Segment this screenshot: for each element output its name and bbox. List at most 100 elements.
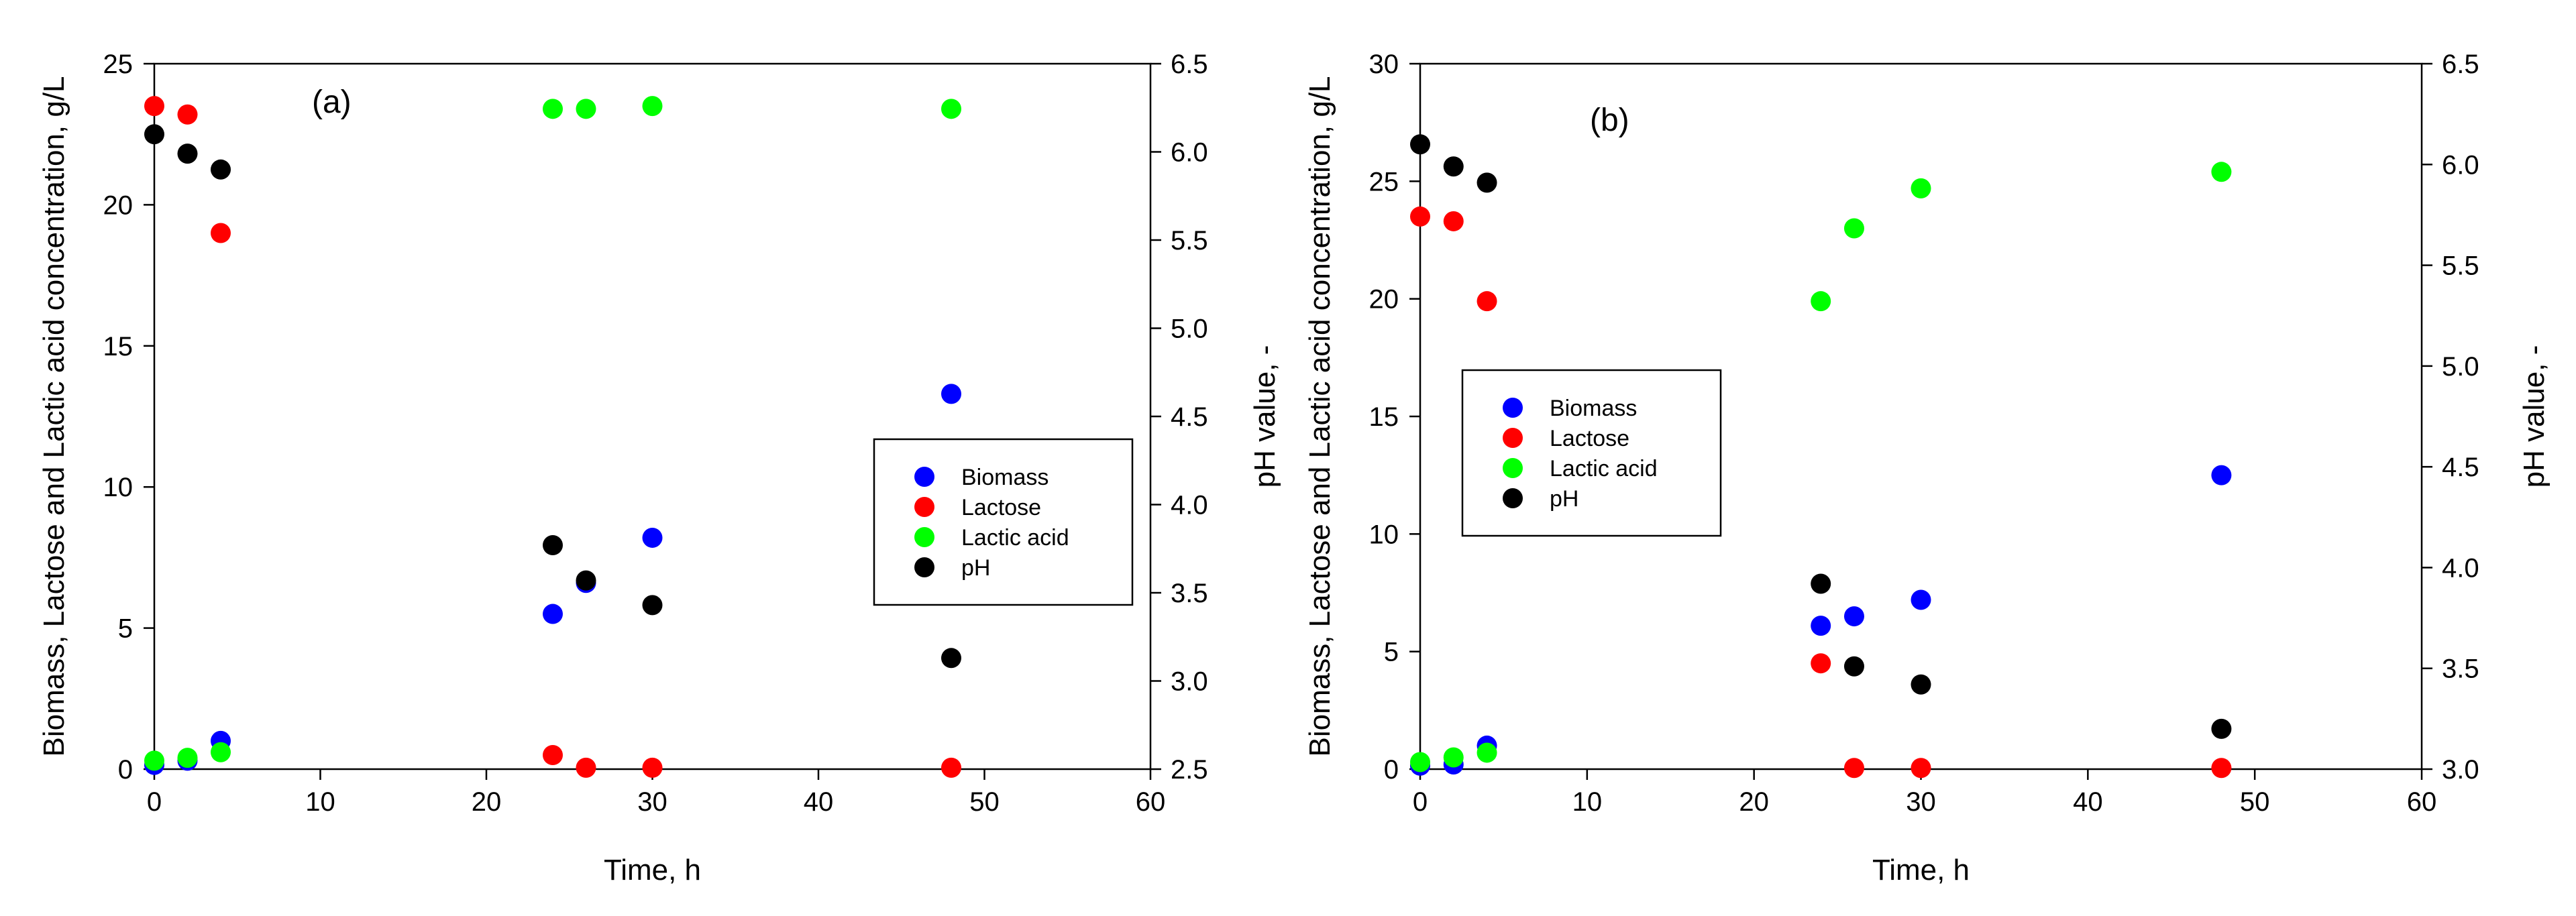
legend-label-biomass: Biomass <box>1550 396 1637 421</box>
x-tick-label: 50 <box>2240 787 2270 817</box>
x-tick-label: 10 <box>1572 787 1603 817</box>
y-tick-label: 0 <box>1384 755 1399 785</box>
y2-tick-label: 6.0 <box>1171 138 1208 168</box>
y2-tick-label: 5.5 <box>2442 251 2479 281</box>
lactic-acid-point <box>1811 291 1831 312</box>
ph-point <box>211 159 231 180</box>
x-tick-label: 20 <box>472 787 502 817</box>
ph-point <box>1811 573 1831 594</box>
y2-tick-label: 4.0 <box>2442 553 2479 583</box>
lactic-acid-point <box>576 99 596 119</box>
biomass-point <box>1843 606 1864 627</box>
ph-point <box>1443 156 1464 177</box>
lactose-point <box>211 223 231 243</box>
y-axis-label: Biomass, Lactose and Lactic acid concent… <box>1303 76 1336 756</box>
y-tick-label: 5 <box>118 614 133 644</box>
legend-label-lactose: Lactose <box>1550 426 1629 451</box>
biomass-point <box>1911 589 1931 610</box>
ph-point <box>177 144 198 164</box>
y2-tick-label: 6.5 <box>1171 50 1208 79</box>
lactose-point <box>642 757 663 778</box>
lactose-point <box>1410 206 1430 227</box>
biomass-point <box>1811 616 1831 636</box>
legend-marker-lactic-acid <box>914 527 934 547</box>
legend-label-biomass: Biomass <box>961 465 1049 490</box>
ph-point <box>642 595 663 616</box>
y-tick-label: 20 <box>1369 285 1399 314</box>
ph-point <box>1843 656 1864 677</box>
lactic-acid-point <box>211 742 231 762</box>
x-axis-label: Time, h <box>1872 854 1970 886</box>
legend-marker-lactose <box>914 497 934 517</box>
legend-label-ph: pH <box>1550 486 1578 512</box>
legend: Biomass Lactose Lactic acid pH <box>873 438 1134 606</box>
lactose-point <box>1443 211 1464 231</box>
y2-tick-label: 5.0 <box>1171 314 1208 344</box>
y-tick-label: 25 <box>103 50 133 79</box>
lactic-acid-point <box>941 99 961 119</box>
panel-label: (b) <box>1590 103 1629 138</box>
x-tick-label: 0 <box>1413 787 1428 817</box>
y-tick-label: 10 <box>1369 520 1399 549</box>
x-tick-label: 50 <box>969 787 1000 817</box>
ph-point <box>543 534 563 555</box>
lactose-point <box>941 757 961 778</box>
lactic-acid-point <box>2211 162 2232 182</box>
x-tick-label: 30 <box>637 787 667 817</box>
plot-frame <box>153 62 1152 770</box>
lactose-point <box>1811 653 1831 674</box>
y-tick-label: 25 <box>1369 167 1399 196</box>
y-axis-label: Biomass, Lactose and Lactic acid concent… <box>38 76 70 756</box>
ph-point <box>1911 674 1931 695</box>
biomass-point <box>941 384 961 404</box>
y-tick-label: 15 <box>1369 402 1399 432</box>
legend-label-lactic-acid: Lactic acid <box>961 525 1069 551</box>
lactic-acid-point <box>1443 747 1464 768</box>
lactic-acid-point <box>642 96 663 117</box>
y2-axis-label: pH value, - <box>2518 345 2551 488</box>
lactose-point <box>177 104 198 125</box>
ph-point <box>2211 718 2232 739</box>
lactose-point <box>1477 291 1497 312</box>
legend-marker-lactic-acid <box>1503 458 1523 478</box>
ph-point <box>1477 172 1497 193</box>
lactic-acid-point <box>144 750 164 771</box>
ph-point <box>1410 134 1430 155</box>
panel-label: (a) <box>312 84 352 120</box>
ph-point <box>144 124 164 145</box>
y2-tick-label: 3.5 <box>2442 654 2479 684</box>
lactic-acid-point <box>1843 218 1864 239</box>
lactic-acid-point <box>1410 752 1430 772</box>
biomass-point <box>543 604 563 624</box>
x-tick-label: 30 <box>1906 787 1936 817</box>
lactose-point <box>144 96 164 117</box>
y2-tick-label: 5.5 <box>1171 226 1208 255</box>
lactose-point <box>1843 758 1864 779</box>
x-tick-label: 60 <box>2407 787 2437 817</box>
legend-label-lactose: Lactose <box>961 495 1041 520</box>
y2-tick-label: 4.0 <box>1171 491 1208 520</box>
lactic-acid-point <box>177 748 198 768</box>
legend-marker-lactose <box>1503 428 1523 448</box>
legend-label-ph: pH <box>961 555 990 581</box>
y2-tick-label: 3.0 <box>1171 667 1208 697</box>
y2-tick-label: 4.5 <box>2442 453 2479 482</box>
y-tick-label: 15 <box>103 332 133 361</box>
lactic-acid-point <box>1477 742 1497 763</box>
lactose-point <box>2211 758 2232 779</box>
x-tick-label: 0 <box>147 787 162 817</box>
y-tick-label: 30 <box>1369 50 1399 79</box>
legend-box <box>873 438 1134 606</box>
x-tick-label: 10 <box>305 787 335 817</box>
legend-box <box>1461 369 1722 537</box>
chart-panel-b: 0 10 20 30 40 50 60 0 5 10 15 20 25 30 3.0 3.5 4.0 4.5 5.0… <box>1303 50 2551 886</box>
y-tick-label: 0 <box>118 755 133 785</box>
lactose-point <box>576 757 596 778</box>
ph-point <box>576 570 596 591</box>
legend-marker-biomass <box>914 467 934 487</box>
lactic-acid-point <box>543 99 563 119</box>
y2-tick-label: 4.5 <box>1171 402 1208 432</box>
y2-tick-label: 2.5 <box>1171 755 1208 785</box>
y2-tick-label: 3.0 <box>2442 755 2479 785</box>
